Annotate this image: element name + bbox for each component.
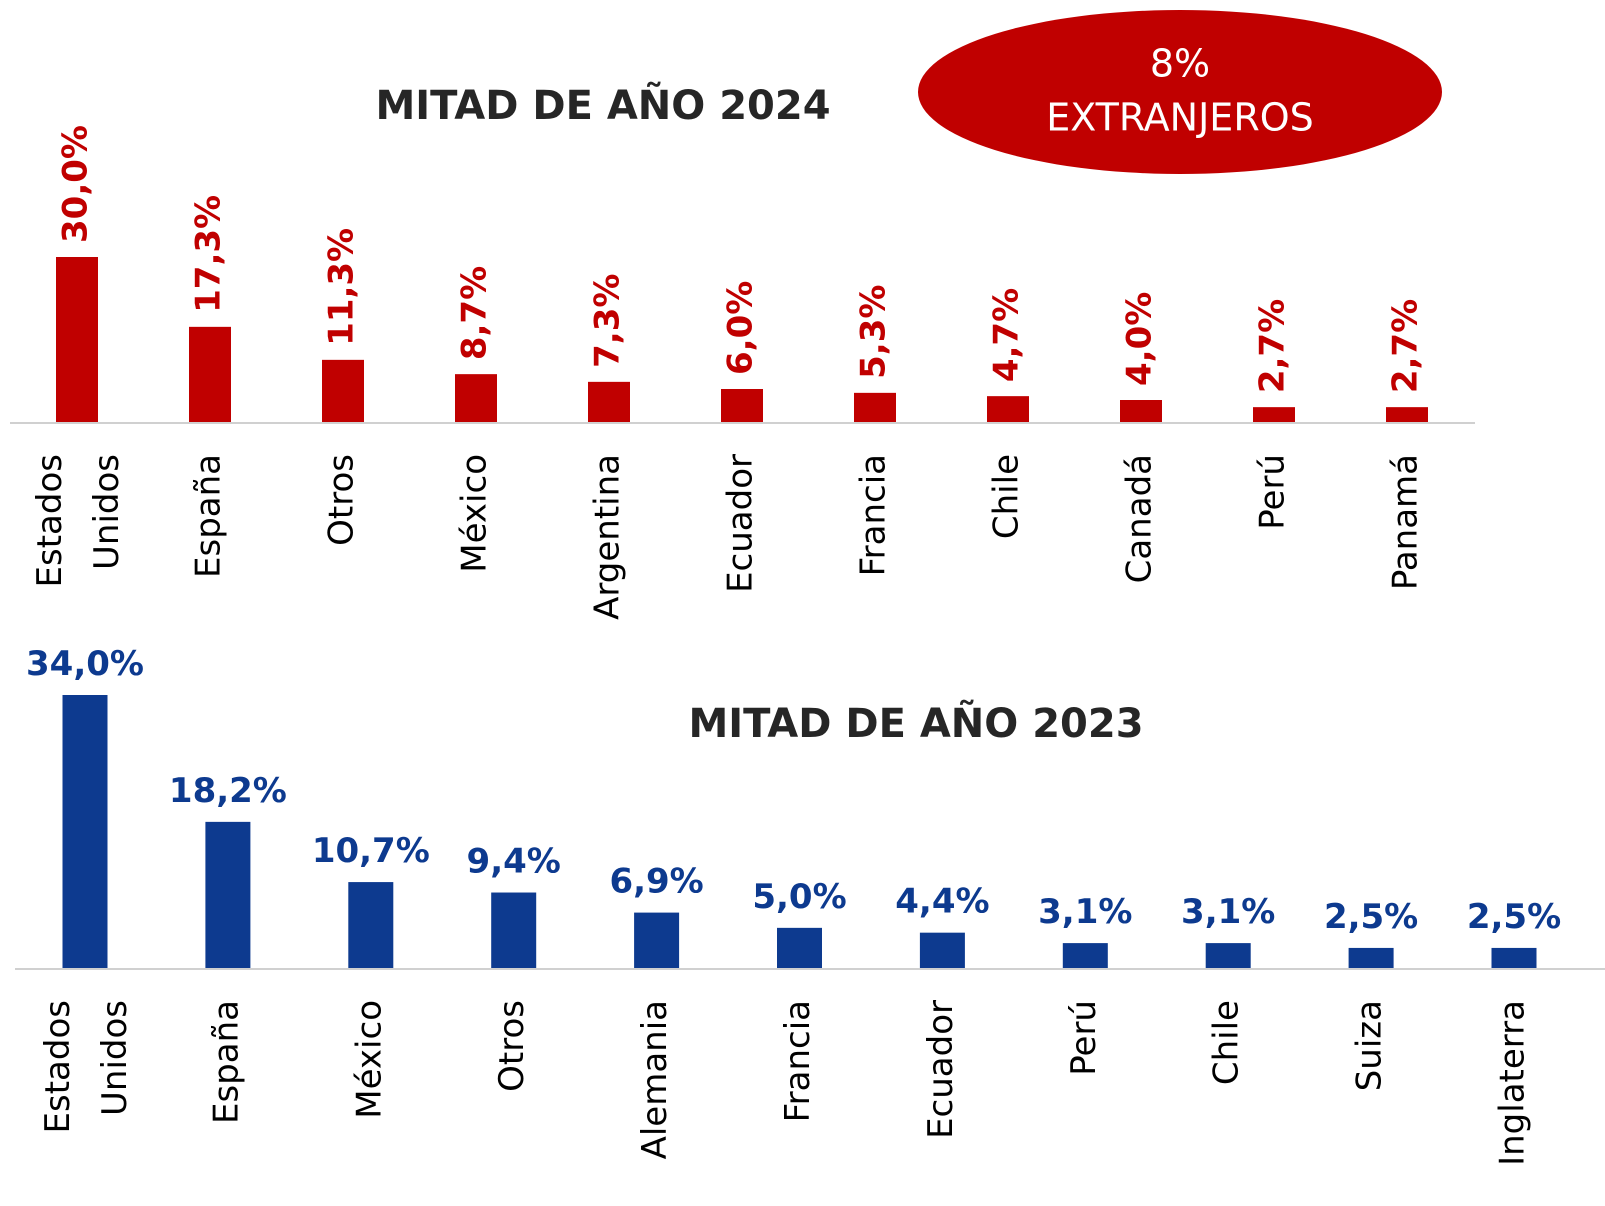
chart-title: MITAD DE AÑO 2024 <box>375 81 830 129</box>
chart: 8% EXTRANJEROS MITAD DE AÑO 2024 MITAD D… <box>0 0 1605 1206</box>
value-label: 10,7% <box>312 831 430 871</box>
chart-title: MITAD DE AÑO 2023 <box>688 699 1143 747</box>
value-label: 5,0% <box>752 877 846 917</box>
x-tick-label: Perú <box>1064 1000 1104 1076</box>
value-label: 30,0% <box>56 125 96 243</box>
value-label: 6,9% <box>609 862 703 902</box>
x-tick-label: Perú <box>1253 454 1293 530</box>
value-label: 2,7% <box>1253 299 1293 393</box>
bar <box>1120 400 1162 422</box>
x-tick-label: Panamá <box>1386 454 1426 590</box>
bar <box>1206 943 1251 968</box>
value-label: 4,4% <box>895 882 989 922</box>
annotation: EXTRANJEROS <box>1046 96 1314 140</box>
bar <box>56 257 98 422</box>
x-tick-label: México <box>455 454 495 573</box>
value-label: 6,0% <box>721 281 761 375</box>
x-tick-label: Ecuador <box>721 454 761 593</box>
bar <box>920 933 965 968</box>
x-tick-label: Alemania <box>635 1000 675 1159</box>
value-label: 2,5% <box>1324 897 1418 937</box>
bar <box>588 382 630 422</box>
bar <box>491 893 536 968</box>
value-label: 18,2% <box>169 771 287 811</box>
bar <box>987 396 1029 422</box>
value-label: 3,1% <box>1181 892 1275 932</box>
x-tick-label: España <box>206 1000 246 1124</box>
bar <box>854 393 896 422</box>
value-label: 34,0% <box>26 644 144 684</box>
value-label: 9,4% <box>467 842 561 882</box>
bar <box>634 913 679 968</box>
bar <box>1253 407 1295 422</box>
value-label: 2,5% <box>1467 897 1561 937</box>
x-tick-label: Argentina <box>588 454 628 620</box>
bar <box>348 882 393 968</box>
annotation: 8% <box>1150 42 1210 86</box>
x-tick-label: Suiza <box>1350 1000 1390 1091</box>
x-tick-label: Chile <box>987 454 1027 539</box>
bar <box>777 928 822 968</box>
x-tick-label: Otros <box>492 1000 532 1092</box>
value-label: 4,7% <box>987 288 1027 382</box>
value-label: 11,3% <box>322 228 362 346</box>
x-tick-label: Ecuador <box>921 1000 961 1139</box>
x-tick-label: Francia <box>778 1000 818 1122</box>
value-label: 3,1% <box>1038 892 1132 932</box>
x-tick-label: Francia <box>854 454 894 576</box>
bar <box>63 695 108 968</box>
bar <box>322 360 364 422</box>
bar <box>455 374 497 422</box>
annotation-badge <box>918 10 1442 174</box>
value-label: 7,3% <box>588 274 628 368</box>
x-tick-label: México <box>349 1000 389 1119</box>
bar <box>1492 948 1537 968</box>
value-label: 17,3% <box>189 195 229 313</box>
bar <box>189 327 231 422</box>
bar <box>721 389 763 422</box>
x-tick-label: Inglaterra <box>1493 1000 1533 1166</box>
bar <box>205 822 250 968</box>
value-label: 8,7% <box>455 266 495 360</box>
bar <box>1063 943 1108 968</box>
x-tick-label: Otros <box>322 454 362 546</box>
value-label: 4,0% <box>1120 292 1160 386</box>
bar <box>1386 407 1428 422</box>
x-tick-label: Chile <box>1207 1000 1247 1085</box>
x-tick-label: España <box>189 454 229 578</box>
bar <box>1349 948 1394 968</box>
x-tick-label: Canadá <box>1120 454 1160 583</box>
value-label: 5,3% <box>854 285 894 379</box>
value-label: 2,7% <box>1386 299 1426 393</box>
